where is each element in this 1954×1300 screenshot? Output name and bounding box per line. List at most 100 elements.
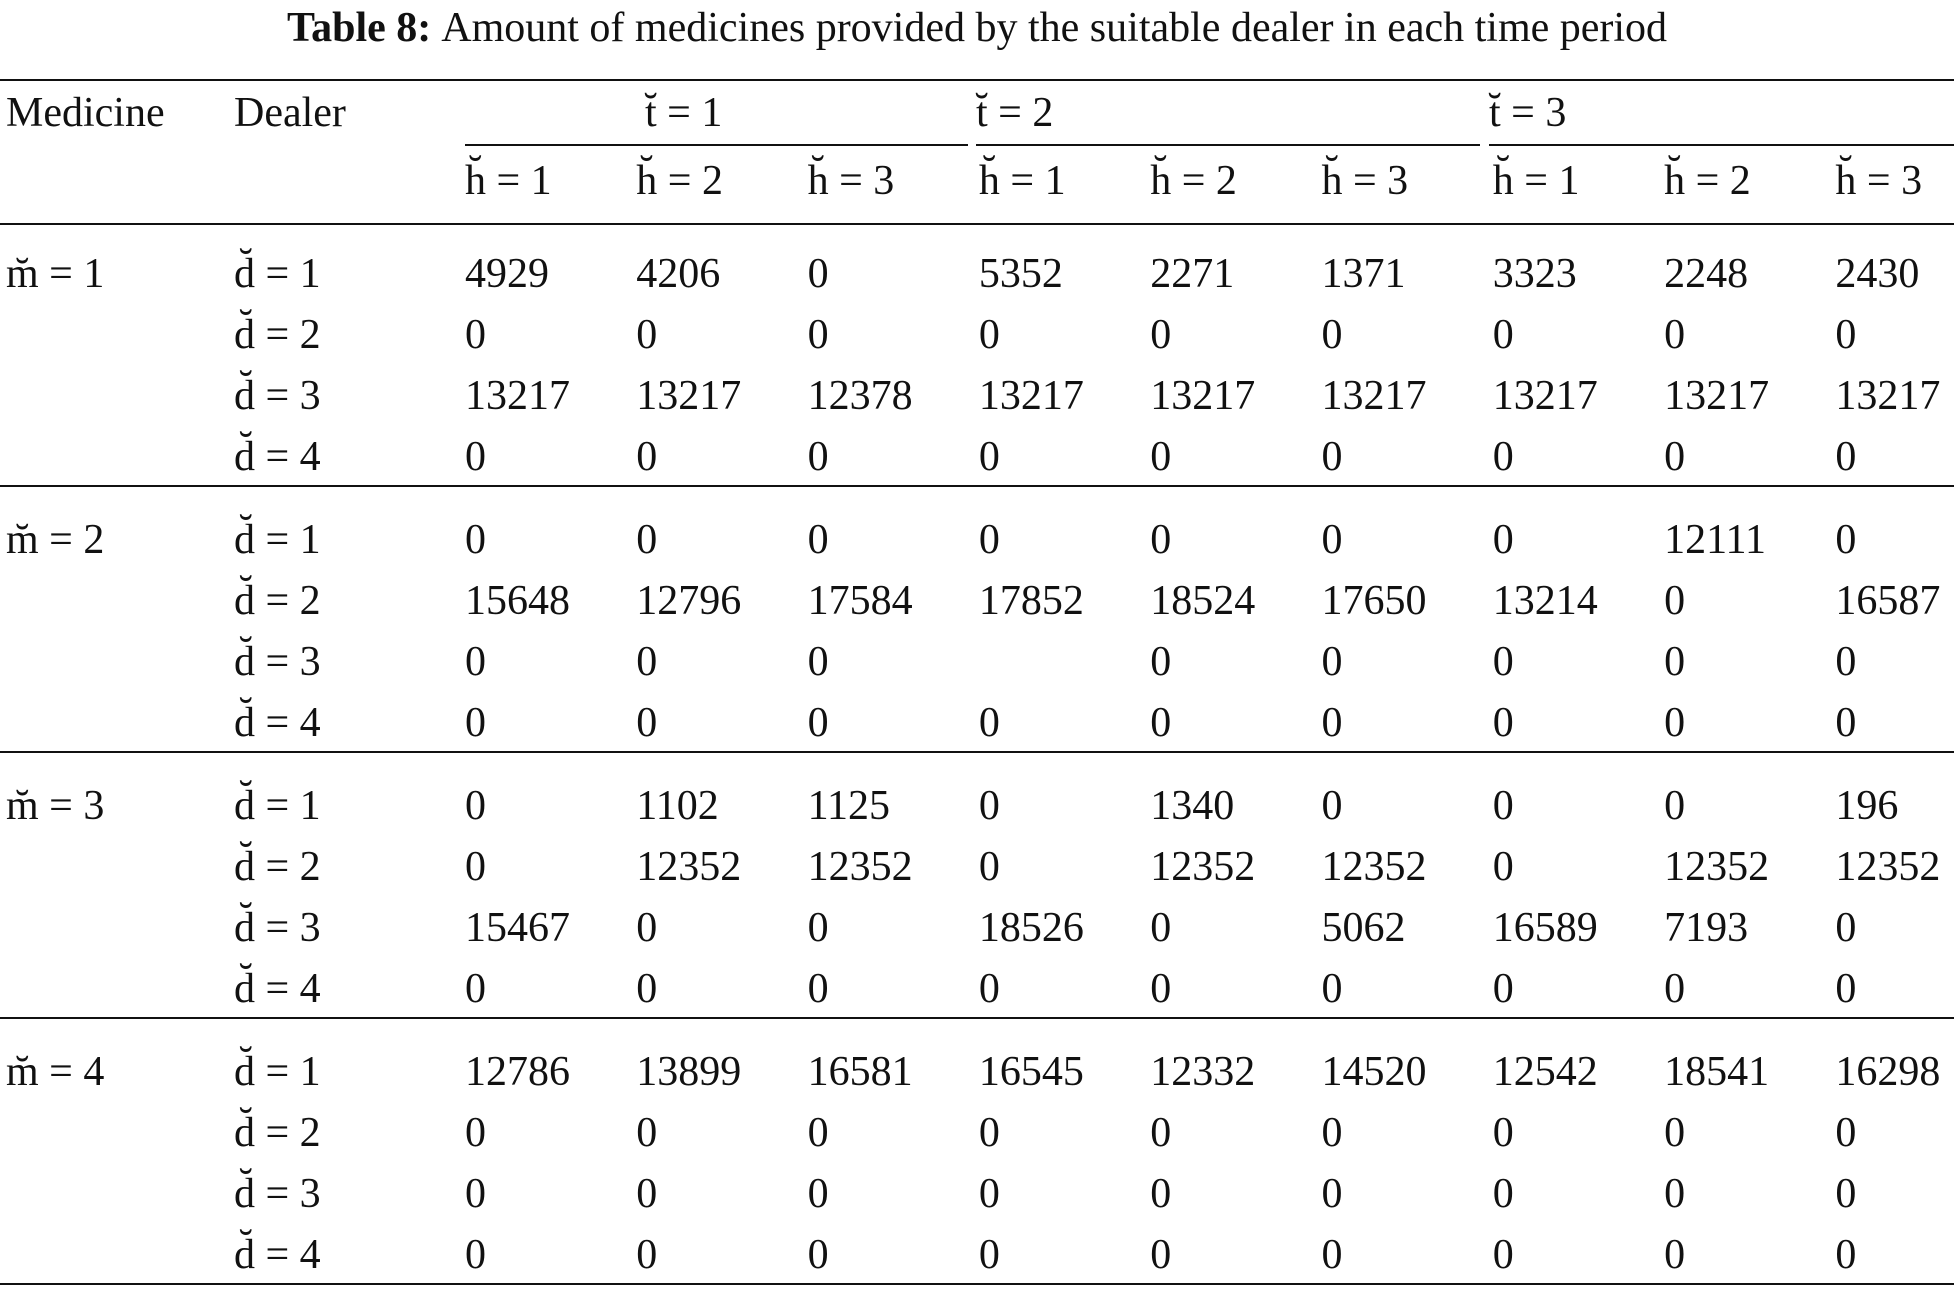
cell: 0	[807, 251, 829, 297]
dealer-label: d̆ = 2	[234, 312, 321, 358]
cell: 0	[1321, 639, 1343, 685]
cell: 0	[465, 783, 486, 829]
cell: 0	[978, 434, 1000, 480]
cell: 0	[465, 639, 486, 685]
dealer-label: d̆ = 1	[234, 783, 321, 829]
cell: 13214	[1492, 578, 1598, 624]
rule	[0, 1283, 1954, 1285]
cell: 13217	[1321, 373, 1427, 419]
cell: 0	[978, 517, 1000, 563]
cell: 0	[1492, 1110, 1514, 1156]
cell: 12352	[1150, 844, 1256, 890]
horizon-header: h̆ = 2	[1664, 158, 1751, 204]
cell: 12352	[636, 844, 742, 890]
cell: 5352	[978, 251, 1063, 297]
cell: 0	[636, 1232, 658, 1278]
cell: 0	[465, 517, 486, 563]
cell: 0	[1835, 312, 1857, 358]
cell: 0	[1321, 1171, 1343, 1217]
cell: 12542	[1492, 1049, 1598, 1095]
cell: 12352	[1664, 844, 1770, 890]
cell: 0	[807, 700, 829, 746]
dealer-label: d̆ = 3	[234, 905, 321, 951]
cell: 12352	[807, 844, 913, 890]
horizon-header: h̆ = 3	[1321, 158, 1409, 204]
cell: 0	[636, 966, 658, 1012]
cell: 0	[1150, 700, 1172, 746]
cell: 0	[1835, 639, 1857, 685]
cell: 196	[1835, 783, 1899, 829]
cell: 0	[1321, 1110, 1343, 1156]
cell: 1125	[807, 783, 891, 829]
cell: 13217	[1150, 373, 1256, 419]
rule	[1489, 144, 1954, 146]
cell: 12378	[807, 373, 913, 419]
cell: 4929	[465, 251, 549, 297]
time-header: t̆ = 3	[1489, 90, 1567, 136]
horizon-header: h̆ = 1	[1492, 158, 1580, 204]
cell: 13217	[636, 373, 742, 419]
cell: 0	[465, 966, 486, 1012]
horizon-header: h̆ = 2	[636, 158, 723, 204]
cell: 1371	[1321, 251, 1406, 297]
cell: 0	[1150, 312, 1172, 358]
cell: 16581	[807, 1049, 913, 1095]
dealer-label: d̆ = 3	[234, 373, 321, 419]
cell: 5062	[1321, 905, 1406, 951]
cell: 0	[978, 1110, 1000, 1156]
cell: 0	[1150, 905, 1172, 951]
cell: 13217	[1835, 373, 1941, 419]
cell: 0	[1664, 1171, 1686, 1217]
cell: 0	[807, 1110, 829, 1156]
cell: 1102	[636, 783, 719, 829]
cell: 0	[636, 700, 658, 746]
cell: 0	[807, 312, 829, 358]
cell: 0	[1321, 700, 1343, 746]
cell: 16298	[1835, 1049, 1941, 1095]
cell: 0	[1150, 639, 1172, 685]
caption-text: Amount of medicines provided by the suit…	[441, 5, 1668, 51]
cell: 1340	[1150, 783, 1235, 829]
rule	[0, 751, 1954, 753]
dealer-label: d̆ = 4	[234, 1232, 321, 1278]
cell: 4206	[636, 251, 721, 297]
cell: 0	[1321, 966, 1343, 1012]
cell: 0	[1664, 1232, 1686, 1278]
cell: 0	[1321, 312, 1343, 358]
cell: 12796	[636, 578, 742, 624]
cell: 3323	[1492, 251, 1577, 297]
cell: 0	[1664, 783, 1686, 829]
cell: 0	[1492, 1171, 1514, 1217]
cell: 0	[807, 905, 829, 951]
dealer-label: d̆ = 2	[234, 578, 321, 624]
cell: 0	[807, 1171, 829, 1217]
medicine-label: m̆ = 3	[6, 783, 105, 829]
cell: 13217	[1492, 373, 1598, 419]
cell: 2248	[1664, 251, 1749, 297]
time-header: t̆ = 2	[976, 90, 1054, 136]
horizon-header: h̆ = 3	[1835, 158, 1923, 204]
dealer-label: d̆ = 4	[234, 434, 321, 480]
cell: 0	[1492, 844, 1514, 890]
cell: 0	[978, 312, 1000, 358]
cell: 0	[636, 517, 658, 563]
dealer-label: d̆ = 2	[234, 1110, 321, 1156]
cell: 18524	[1150, 578, 1256, 624]
cell: 0	[1664, 700, 1686, 746]
cell: 0	[1664, 639, 1686, 685]
dealer-label: d̆ = 1	[234, 517, 321, 563]
cell: 0	[465, 1171, 486, 1217]
cell: 0	[465, 844, 486, 890]
cell: 2271	[1150, 251, 1235, 297]
cell: 0	[636, 312, 658, 358]
cell: 0	[978, 783, 1000, 829]
dealer-label: d̆ = 4	[234, 700, 321, 746]
caption-label: Table 8:	[286, 5, 432, 51]
cell: 17852	[978, 578, 1084, 624]
cell: 0	[636, 905, 658, 951]
cell: 0	[1150, 1110, 1172, 1156]
cell: 17650	[1321, 578, 1427, 624]
cell: 0	[978, 1232, 1000, 1278]
rule	[465, 144, 968, 146]
